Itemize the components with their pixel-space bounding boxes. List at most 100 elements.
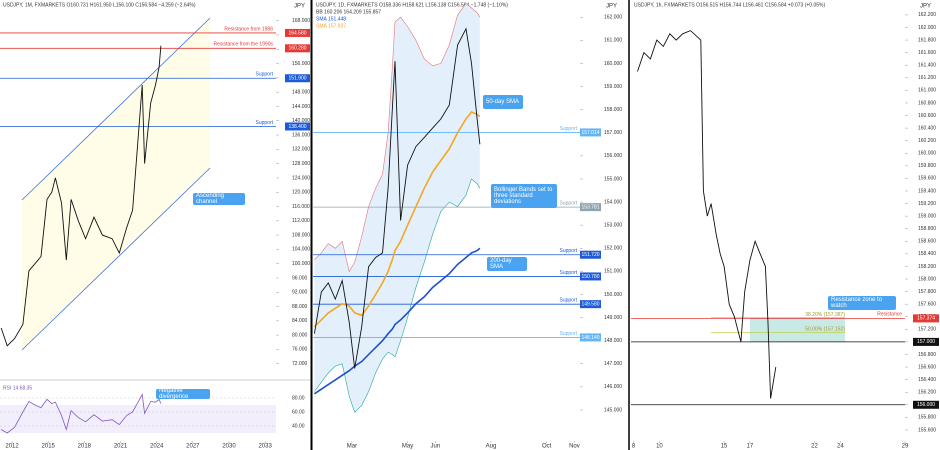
y-tick-label: 161.000 <box>604 38 622 44</box>
level-label: 164.580 <box>288 30 306 36</box>
x-tick-label: 2024 <box>150 444 164 450</box>
y-tick-label: 162.000 <box>604 15 622 21</box>
level-label: 156.000 <box>917 402 935 408</box>
level-text: Resistance from 1986 <box>224 26 273 32</box>
y-tick-label: 156.800 <box>918 352 936 358</box>
y-tick-label: 104.000 <box>292 247 310 253</box>
y-tick-label: 155.000 <box>604 176 622 182</box>
y-tick-label: 76.000 <box>292 347 308 353</box>
annotation-text: Bollinger Bands set to three standard de… <box>491 184 557 208</box>
band-upper <box>314 2 481 273</box>
level-text: Support <box>559 200 577 206</box>
level-label: 151.900 <box>288 76 306 82</box>
annotation-text: Negative divergence <box>156 389 210 399</box>
legend-entry: BB 160.206 164.209 155.857 <box>316 9 381 15</box>
x-tick-label: 17 <box>747 444 754 450</box>
annotation: Bollinger Bands set to three standard de… <box>491 184 557 208</box>
y-tick-label: 140.000 <box>292 118 310 124</box>
level-label: 150.780 <box>581 274 599 280</box>
price-line <box>0 45 162 347</box>
y-tick-label: 157.600 <box>918 302 936 308</box>
annotation: 200-day SMA <box>487 257 527 271</box>
x-tick-label: 22 <box>811 444 818 450</box>
y-tick-label: 161.800 <box>918 37 936 43</box>
y-tick-label: 146.000 <box>604 384 622 390</box>
rsi-tick-label: 40.00 <box>292 423 305 429</box>
y-tick-label: 156.400 <box>918 377 936 383</box>
y-tick-label: 158.200 <box>918 264 936 270</box>
band-fill <box>314 3 480 413</box>
level-text: Support <box>559 248 577 254</box>
legend-entry: SMA 151.448 <box>316 16 346 22</box>
y-tick-label: 162.000 <box>918 25 936 31</box>
level-text: Support <box>255 72 273 78</box>
level-text: Support <box>559 331 577 337</box>
level-label-box <box>580 300 601 309</box>
y-tick-label: 158.400 <box>918 251 936 257</box>
level-label-box <box>285 28 310 37</box>
x-tick-label: May <box>402 444 413 450</box>
y-tick-label: 155.800 <box>918 415 936 421</box>
y-tick-label: 112.000 <box>292 218 310 224</box>
y-tick-label: 160.800 <box>918 100 936 106</box>
y-tick-label: 158.800 <box>918 226 936 232</box>
x-tick-label: 2018 <box>78 444 92 450</box>
level-label: 157.374 <box>917 316 935 322</box>
price-line <box>637 30 777 399</box>
level-text: Support <box>559 126 577 132</box>
level-label-box <box>913 400 939 409</box>
y-tick-label: 159.800 <box>918 163 936 169</box>
price-line <box>313 27 481 369</box>
y-tick-label: 156.200 <box>918 390 936 396</box>
indicator-line <box>313 247 481 395</box>
y-tick-label: 159.000 <box>604 84 622 90</box>
y-tick-label: 120.000 <box>292 190 310 196</box>
y-tick-label: 148.000 <box>292 90 310 96</box>
y-tick-label: 160.200 <box>918 138 936 144</box>
y-tick-label: 150.000 <box>604 292 622 298</box>
rsi-tick-label: 80.00 <box>292 395 305 401</box>
level-label-box <box>580 272 601 281</box>
axis-unit: JPY <box>606 4 617 10</box>
level-label: 138.400 <box>288 124 306 130</box>
x-tick-label: Mar <box>347 444 357 450</box>
y-tick-label: 145.000 <box>604 407 622 413</box>
x-tick-label: 2030 <box>222 444 236 450</box>
level-label: 153.781 <box>581 204 599 210</box>
x-tick-label: 2012 <box>5 444 19 450</box>
fib-label: 50.00% (157.152) <box>805 327 845 333</box>
y-tick-label: 160.000 <box>918 151 936 157</box>
level-text: Support <box>559 270 577 276</box>
y-tick-label: 161.200 <box>918 75 936 81</box>
level-label-box <box>580 128 601 137</box>
x-tick-label: 2033 <box>258 444 272 450</box>
y-tick-label: 161.600 <box>918 50 936 56</box>
x-tick-label: 10 <box>656 444 663 450</box>
x-tick-label: Nov <box>569 444 580 450</box>
level-label: 149.580 <box>581 301 599 307</box>
level-text: Support <box>255 120 273 126</box>
x-tick-label: Oct <box>542 444 552 450</box>
y-tick-label: 149.000 <box>604 315 622 321</box>
y-tick-label: 151.000 <box>604 269 622 275</box>
y-tick-label: 128.000 <box>292 161 310 167</box>
level-label-box <box>580 333 601 342</box>
level-label: 148.140 <box>581 335 599 341</box>
annotation: Negative divergence <box>156 389 210 399</box>
y-tick-label: 157.000 <box>604 130 622 136</box>
y-tick-label: 153.000 <box>604 222 622 228</box>
x-tick-label: Jun <box>431 444 441 450</box>
y-tick-label: 161.000 <box>918 88 936 94</box>
y-tick-label: 156.600 <box>918 364 936 370</box>
chart-header: USDJPY, 1M, FXMARKETS O160.731 H161.950 … <box>3 2 196 8</box>
chart-header: USDJPY, 1D, FXMARKETS O158.336 H158.621 … <box>316 2 508 8</box>
annotation-text: 50-day SMA <box>483 95 523 109</box>
fib-label: 38.20% (157.387) <box>805 312 845 318</box>
x-tick-label: 29 <box>902 444 909 450</box>
annotation: Ascending channel <box>193 193 245 205</box>
y-tick-label: 159.400 <box>918 188 936 194</box>
level-label-box <box>285 122 310 131</box>
level-label-box <box>913 337 939 346</box>
chart-header: USDJPY, 1h, FXMARKETS O156.515 H156.744 … <box>634 2 825 8</box>
